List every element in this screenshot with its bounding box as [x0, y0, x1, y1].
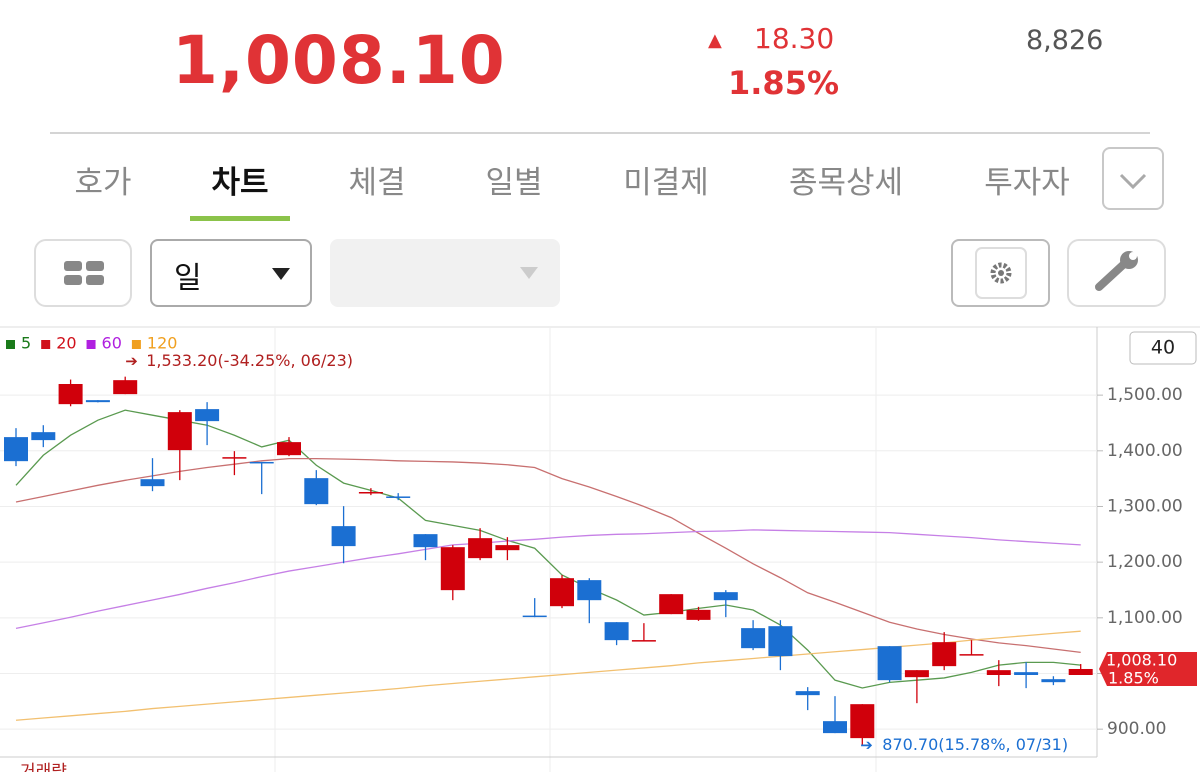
candle-body: [877, 646, 902, 681]
up-triangle: ▲: [708, 30, 722, 51]
y-tick-label: 1,400.00: [1107, 441, 1183, 461]
tools-button[interactable]: [1067, 239, 1166, 307]
legend-label: 20: [56, 334, 76, 353]
change-percent: 1.85%: [728, 64, 840, 102]
legend-label: 120: [147, 334, 178, 353]
volume-label: 거래량: [20, 762, 67, 772]
disabled-select: [330, 239, 560, 307]
candle-body: [1068, 668, 1093, 675]
candle-body: [550, 578, 574, 607]
settings-button[interactable]: [951, 239, 1050, 307]
moving-average-line: [15, 457, 1081, 653]
arrow: ➔: [860, 736, 873, 754]
candle-body: [31, 432, 56, 441]
candle-body: [413, 534, 438, 548]
price-change: 18.30: [754, 22, 835, 55]
candle-body: [959, 654, 984, 656]
period-label: 일: [174, 261, 202, 296]
arrow: ➔: [125, 352, 138, 370]
candle-body: [167, 412, 192, 451]
y-tick-label: 1,100.00: [1107, 608, 1183, 628]
tab-underline: [190, 216, 290, 221]
grid-icon: [64, 261, 104, 285]
tab[interactable]: 호가: [74, 165, 132, 201]
candle-body: [768, 626, 793, 657]
tab[interactable]: 일별: [485, 165, 543, 201]
candle-body: [823, 721, 847, 734]
candle-body: [386, 496, 411, 498]
candle-body: [140, 479, 165, 487]
high-annotation: 1,533.20(-34.25%, 06/23): [146, 351, 353, 370]
y-tick-label: 1,500.00: [1107, 385, 1183, 405]
candle-body: [85, 400, 110, 403]
legend-swatch: [41, 340, 51, 349]
candle-body: [468, 538, 493, 559]
legend-label: 60: [102, 334, 122, 353]
candle-body: [1014, 672, 1039, 675]
chevron-icon: [1119, 173, 1147, 190]
tab[interactable]: 체결: [348, 165, 406, 201]
candle-body: [304, 478, 329, 505]
candle-body: [1041, 679, 1066, 683]
chart: 40 거래량 900.001,000.001,100.001,200.001,3…: [0, 326, 1200, 772]
candle-body: [795, 691, 820, 696]
more-tabs-button[interactable]: [1102, 147, 1164, 210]
zoom-count: 40: [1151, 337, 1175, 359]
y-tick-label: 1,300.00: [1107, 496, 1183, 516]
candle-body: [58, 384, 83, 405]
moving-average-line: [15, 630, 1081, 721]
period-select[interactable]: 일: [150, 239, 312, 307]
candle-body: [631, 640, 656, 642]
low-annotation: 870.70(15.78%, 07/31): [882, 735, 1068, 754]
candle-body: [850, 704, 875, 739]
divider: [50, 132, 1150, 134]
candle-body: [686, 609, 711, 620]
last-price-box: [1099, 651, 1197, 686]
volume: 8,826: [1026, 25, 1104, 56]
candle-body: [440, 547, 465, 591]
moving-average-line: [15, 409, 1081, 689]
candle-body: [604, 622, 629, 641]
candle-body: [741, 628, 766, 649]
tab[interactable]: 미결제: [623, 165, 709, 201]
y-tick-label: 900.00: [1107, 719, 1166, 739]
layout-button[interactable]: [34, 239, 132, 307]
legend-swatch: [86, 340, 96, 349]
tab[interactable]: 투자자: [984, 165, 1070, 201]
moving-average-line: [15, 529, 1081, 630]
candle-body: [495, 545, 520, 551]
candle-body: [331, 526, 356, 547]
gear-icon: [975, 247, 1027, 299]
tab-active[interactable]: 차트: [211, 165, 269, 201]
candle-body: [577, 580, 602, 601]
legend-swatch: [6, 340, 15, 349]
candle-body: [522, 615, 547, 618]
current-price: 1,008.10: [172, 22, 506, 99]
candle-body: [932, 642, 957, 667]
candle-body: [713, 592, 738, 601]
candle-body: [277, 442, 301, 456]
candle-body: [904, 670, 929, 678]
legend-label: 5: [21, 334, 31, 353]
last-change-label: 1.85%: [1108, 668, 1159, 687]
candle-body: [659, 594, 684, 615]
tab[interactable]: 종목상세: [788, 165, 904, 201]
dropdown-arrow: [272, 268, 290, 280]
candle-body: [986, 670, 1011, 675]
candle-body: [195, 409, 220, 422]
candle-body: [113, 380, 138, 395]
candle-body: [249, 461, 274, 464]
dropdown-arrow: [520, 267, 538, 279]
candle-body: [222, 457, 247, 459]
candle-body: [4, 437, 28, 462]
last-price-label: 1,008.10: [1106, 650, 1177, 669]
candle-body: [358, 492, 383, 494]
wrench-icon: [1095, 251, 1138, 291]
zoom-box[interactable]: [1129, 331, 1197, 365]
legend-swatch: [131, 340, 141, 349]
y-tick-label: 1,200.00: [1107, 552, 1183, 572]
